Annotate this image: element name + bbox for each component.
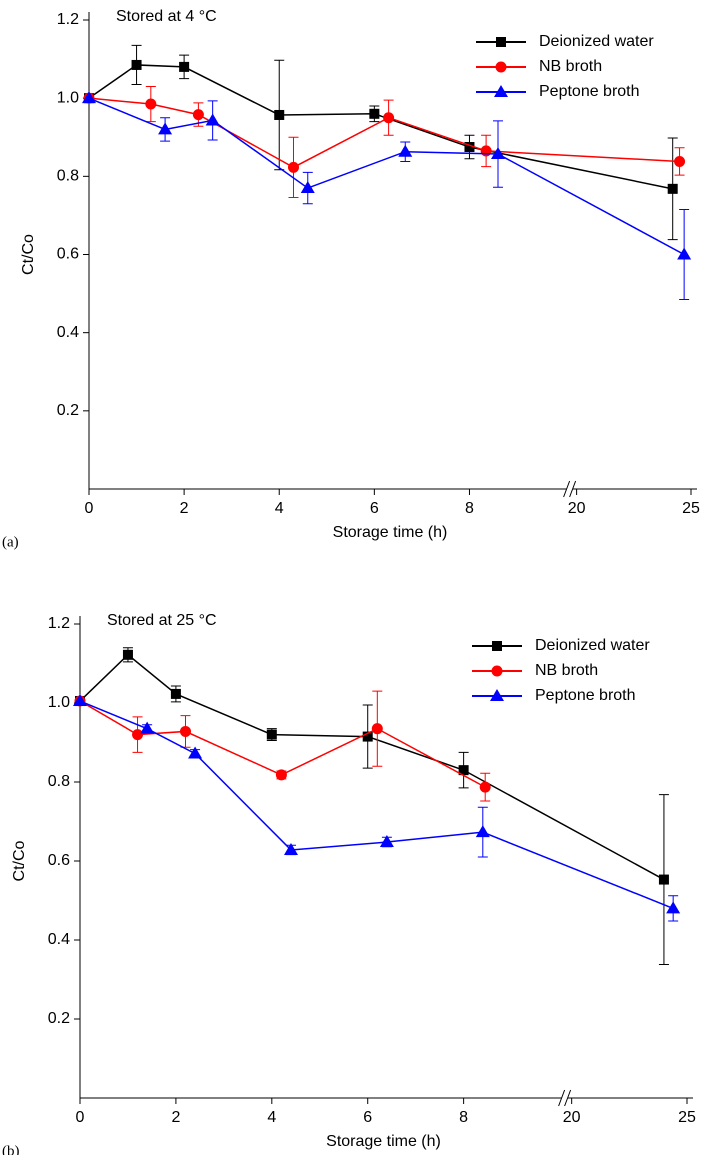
x-tick-label: 0 xyxy=(76,1109,85,1126)
legend-marker xyxy=(492,641,502,651)
marker xyxy=(369,108,380,119)
marker xyxy=(170,688,181,699)
marker xyxy=(73,694,87,707)
marker xyxy=(371,723,383,735)
panel: 0.2 0.4 0.6 0.8 1.0 1.2 0 2 4 6 8 20 25 Storage time … xyxy=(2,8,700,550)
marker xyxy=(192,109,204,121)
marker xyxy=(274,109,285,120)
legend-marker xyxy=(491,665,503,677)
marker xyxy=(300,181,315,194)
marker xyxy=(82,91,96,104)
y-axis-label: Ct/Co xyxy=(11,840,28,881)
legend-label: Deionized water xyxy=(539,33,654,50)
y-tick-label: 0.8 xyxy=(57,168,79,185)
y-tick-label: 0.6 xyxy=(57,246,79,263)
y-tick-label: 1.0 xyxy=(48,694,70,711)
x-tick-label: 25 xyxy=(682,500,700,517)
marker xyxy=(667,183,678,194)
panel-label: (a) xyxy=(2,534,19,550)
marker xyxy=(179,725,191,737)
marker xyxy=(145,98,157,110)
x-axis-label: Storage time (h) xyxy=(333,524,448,541)
marker xyxy=(480,145,492,157)
x-tick-label: 0 xyxy=(85,500,94,517)
marker xyxy=(674,155,686,167)
legend-marker xyxy=(490,689,504,701)
legend-label: NB broth xyxy=(539,58,602,75)
y-tick-label: 0.6 xyxy=(48,852,70,869)
legend-label: NB broth xyxy=(535,662,598,679)
x-tick-label: 8 xyxy=(459,1109,468,1126)
marker xyxy=(266,729,277,740)
x-tick-label: 6 xyxy=(363,1109,372,1126)
axis-break xyxy=(564,1089,572,1107)
marker xyxy=(283,842,298,855)
marker xyxy=(379,835,394,848)
marker xyxy=(287,161,299,173)
subtitle: Stored at 25 °C xyxy=(107,612,217,629)
x-axis-label: Storage time (h) xyxy=(326,1133,441,1150)
marker xyxy=(122,649,133,660)
y-axis-label: Ct/Co xyxy=(20,234,37,275)
series-line xyxy=(79,700,486,788)
axis-break xyxy=(569,480,577,498)
y-tick-label: 0.8 xyxy=(48,773,70,790)
marker xyxy=(677,247,692,260)
x-tick-label: 20 xyxy=(568,500,586,517)
legend-marker xyxy=(494,85,508,97)
legend-marker xyxy=(495,61,507,73)
legend-marker xyxy=(496,37,506,47)
marker xyxy=(362,731,373,742)
y-tick-label: 1.0 xyxy=(57,89,79,106)
marker xyxy=(275,769,287,781)
y-tick-label: 0.4 xyxy=(48,931,70,948)
marker xyxy=(132,729,144,741)
y-tick-label: 1.2 xyxy=(48,615,70,632)
marker xyxy=(188,746,203,759)
marker xyxy=(140,721,155,734)
marker xyxy=(479,781,491,793)
x-tick-label: 8 xyxy=(465,500,474,517)
axis-break xyxy=(558,1089,566,1107)
panel-label: (b) xyxy=(2,1143,20,1155)
x-tick-label: 20 xyxy=(563,1109,581,1126)
marker xyxy=(158,122,173,135)
marker xyxy=(458,765,469,776)
panel: 0.2 0.4 0.6 0.8 1.0 1.2 0 2 4 6 8 20 25 Storage time … xyxy=(2,612,696,1155)
y-tick-label: 1.2 xyxy=(57,11,79,28)
x-tick-label: 4 xyxy=(267,1109,276,1126)
axis-break xyxy=(563,480,571,498)
legend-label: Deionized water xyxy=(535,637,650,654)
marker xyxy=(490,147,505,160)
y-tick-label: 0.4 xyxy=(57,324,79,341)
marker xyxy=(475,825,490,838)
x-tick-label: 6 xyxy=(370,500,379,517)
x-tick-label: 2 xyxy=(171,1109,180,1126)
marker xyxy=(131,59,142,70)
marker xyxy=(666,901,681,914)
marker xyxy=(205,113,220,126)
legend-label: Peptone broth xyxy=(539,83,640,100)
marker xyxy=(383,112,395,124)
series-line xyxy=(88,97,680,169)
x-tick-label: 4 xyxy=(275,500,284,517)
legend-label: Peptone broth xyxy=(535,687,636,704)
marker xyxy=(398,144,413,157)
y-tick-label: 0.2 xyxy=(48,1010,70,1027)
y-tick-label: 0.2 xyxy=(57,402,79,419)
marker xyxy=(464,142,475,153)
subtitle: Stored at 4 °C xyxy=(116,8,217,25)
marker xyxy=(179,61,190,72)
x-tick-label: 2 xyxy=(180,500,189,517)
x-tick-label: 25 xyxy=(678,1109,696,1126)
marker xyxy=(658,874,669,885)
